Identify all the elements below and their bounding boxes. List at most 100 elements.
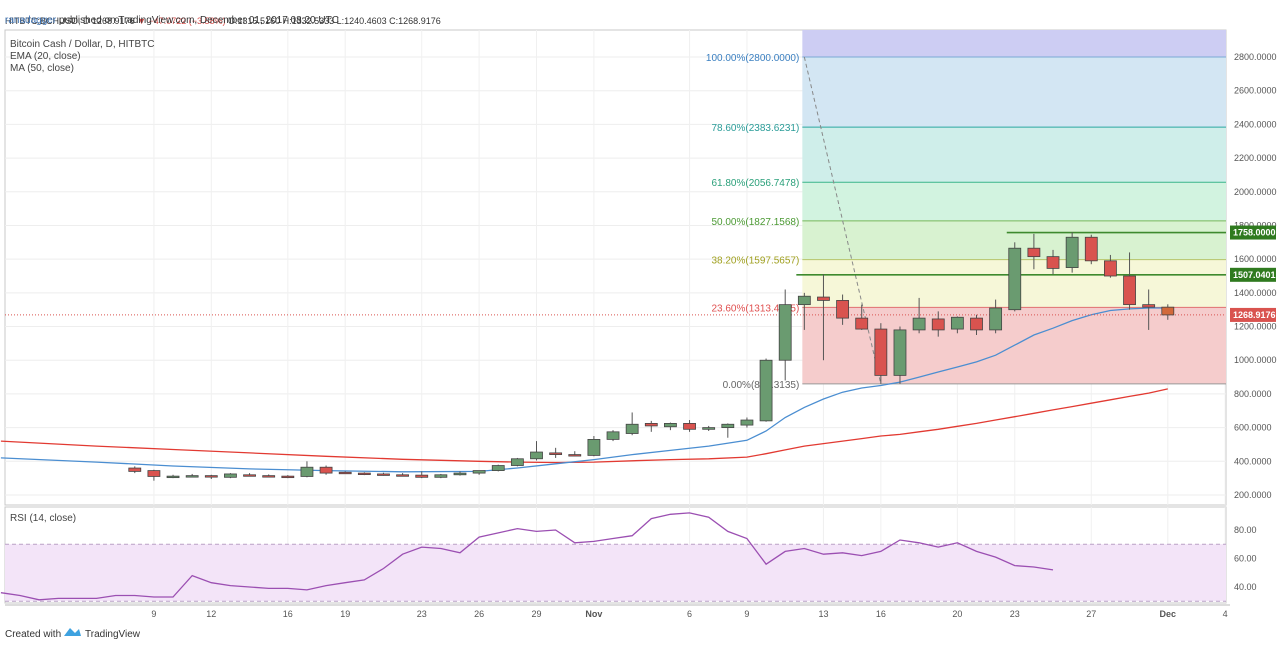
candle[interactable] [491,464,505,472]
candle[interactable] [740,417,754,428]
level-price-tag: 1758.0000 [1230,225,1276,240]
candle[interactable] [1104,254,1117,278]
candle-body [587,439,601,456]
symbol: HITBTC:BCHUSD, D [5,16,92,26]
candle[interactable] [472,470,486,475]
price-tick-label: 1000.0000 [1234,355,1277,365]
candle-body [931,318,945,331]
price-axis: 200.0000 400.0000 600.0000 800.0000 1000.000… [1234,52,1277,500]
fib-level-label: 50.00%(1827.1568) [711,217,799,228]
candle[interactable] [281,475,295,479]
candle[interactable] [644,420,658,432]
candle[interactable] [1046,249,1060,275]
candle[interactable] [625,412,639,436]
time-tick-label: 6 [687,609,692,619]
svg-text:ranadagger published on Tradin: ranadagger published on TradingView.com,… [5,15,339,26]
candle[interactable] [166,474,180,479]
candle[interactable] [1142,289,1156,330]
candle-body [970,317,983,331]
price-tick-label: 1400.0000 [1234,288,1277,298]
candle[interactable] [357,472,371,476]
candle[interactable] [970,314,983,335]
time-tick-label: 16 [283,609,293,619]
candle[interactable] [912,297,926,334]
candle-body [357,472,371,476]
candle[interactable] [319,465,333,475]
candle[interactable] [128,466,142,474]
last-price: 1268.9176 [92,16,137,26]
candle[interactable] [1123,252,1136,310]
candle-body [319,466,333,474]
price-tick-label: 1800.0000 [1234,220,1277,230]
candle-body [281,475,295,479]
candle[interactable] [950,316,964,334]
candle[interactable] [243,473,256,477]
candle[interactable] [549,447,563,458]
candle[interactable] [396,473,410,477]
candle[interactable] [874,323,888,384]
candle[interactable] [300,461,314,478]
candle[interactable] [855,304,869,330]
candle-body [817,296,830,301]
candle[interactable] [510,457,524,467]
fib-zone-top [802,30,1226,57]
candle[interactable] [797,292,811,330]
candle[interactable] [702,425,716,431]
candle[interactable] [817,274,830,361]
last-price-tag-label: 1268.9176 [1233,310,1276,320]
candle[interactable] [721,423,735,438]
candle[interactable] [204,474,218,479]
fib-retracement[interactable]: 0.00%(859.3135)23.60%(1313.4955)38.20%(1… [706,30,1226,391]
candle-body [1104,260,1117,277]
candle[interactable] [587,436,601,457]
candle-body [415,474,429,478]
author-name[interactable]: ranadagger [5,15,57,26]
candle[interactable] [606,430,620,442]
tradingview-logo-icon[interactable] [64,628,81,636]
candle[interactable] [1084,234,1098,265]
price-tick-label: 2400.0000 [1234,119,1277,129]
candle-body [989,307,1003,331]
fib-zone [802,182,1226,221]
candle[interactable] [1161,304,1175,320]
candle-body [549,452,563,455]
candle[interactable] [262,474,276,478]
candle[interactable] [989,299,1003,334]
price-change: ▼ −47.0722 (−3.58%) [137,16,228,26]
candle[interactable] [778,289,792,381]
last-price-tag: 1268.9176 [1230,307,1276,322]
candle[interactable] [453,471,467,476]
tradingview-brand-link[interactable]: TradingView [85,629,141,640]
candle-body [740,419,754,426]
fib-zone [802,57,1226,128]
price-tick-label: 1200.0000 [1234,322,1277,332]
candle[interactable] [568,451,582,457]
candle[interactable] [1027,233,1041,270]
candle[interactable] [434,473,448,479]
candle[interactable] [147,469,161,481]
candle[interactable] [664,422,677,431]
level-price-tag: 1507.0401 [1230,267,1276,282]
candle[interactable] [893,326,907,384]
candle-body [128,467,142,472]
candle[interactable] [759,358,773,422]
fib-level-label: 78.60%(2383.6231) [711,123,799,134]
price-tick-label: 2000.0000 [1234,187,1277,197]
candle[interactable] [224,473,237,479]
level-price-tag-bg [1230,225,1276,240]
legend-ma: MA (50, close) [10,63,74,74]
candle[interactable] [415,471,429,479]
candle-body [224,473,237,478]
candle[interactable] [1065,232,1079,273]
candle[interactable] [530,441,543,461]
candle[interactable] [683,420,696,432]
time-tick-label: 26 [474,609,484,619]
price-tick-label: 400.0000 [1234,456,1272,466]
candle[interactable] [185,473,199,478]
candle[interactable] [836,294,849,325]
candle[interactable] [377,472,390,476]
candle[interactable] [931,311,945,337]
candle[interactable] [1008,242,1022,312]
candle[interactable] [338,471,352,475]
